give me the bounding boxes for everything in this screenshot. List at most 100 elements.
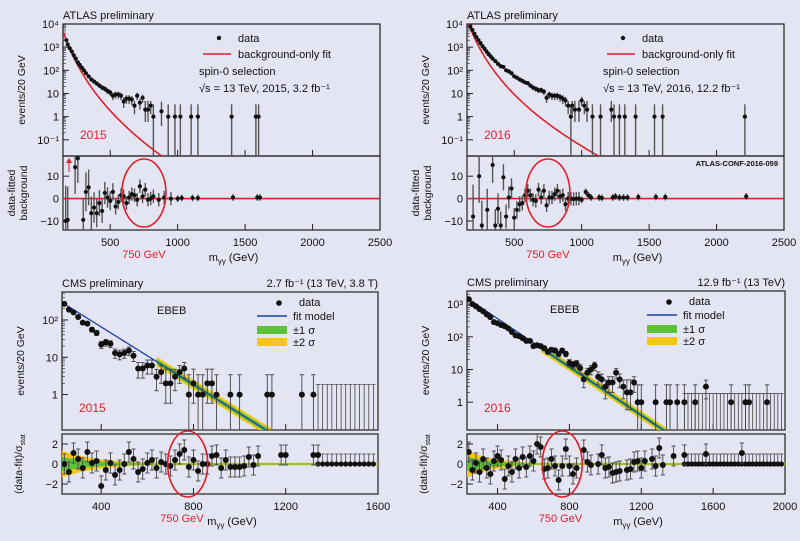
data-point <box>213 391 220 398</box>
overflow-arrow-head <box>66 158 72 163</box>
residual-point <box>627 466 634 472</box>
ratio-plot-area <box>467 434 785 491</box>
data-point <box>544 95 549 100</box>
residual-point <box>94 211 99 216</box>
empty-bin-ratio-point <box>706 461 713 467</box>
x-axis-label: mγγ (GeV) <box>613 252 663 266</box>
ratio-y-tick-label: 2 <box>457 439 463 451</box>
residual-point <box>100 208 105 214</box>
residual-point <box>526 453 533 459</box>
y-tick-label: 10² <box>42 315 58 327</box>
data-point <box>617 114 622 119</box>
data-point <box>178 114 183 119</box>
residual-point <box>144 460 151 466</box>
residual-point <box>116 467 123 473</box>
y-axis-label: events/20 GeV <box>15 326 27 395</box>
residual-point <box>480 456 487 462</box>
residual-point <box>548 456 555 462</box>
residual-point <box>124 200 129 206</box>
data-point <box>135 93 140 98</box>
data-point <box>609 107 614 112</box>
data-point <box>67 46 72 51</box>
empty-bin-ratio-point <box>714 461 720 467</box>
residual-point <box>81 217 86 223</box>
residual-point <box>544 465 551 471</box>
legend-data-label: data <box>689 296 711 308</box>
residual-point <box>536 187 541 192</box>
residual-point <box>93 458 100 464</box>
residual-point <box>190 457 197 463</box>
data-point <box>189 114 194 119</box>
panel-cms-2016: CMS preliminary 12.9 fb⁻¹ (13 TeV) events/… <box>418 277 797 530</box>
empty-bin-ratio-point <box>688 461 695 467</box>
residual-point <box>512 215 517 220</box>
x-axis-label-sub: γγ <box>218 257 226 266</box>
residual-point <box>125 449 132 455</box>
residual-point <box>208 453 215 459</box>
legend-band1-label: ±1 σ <box>683 324 705 336</box>
legend-data-label: data <box>238 33 260 45</box>
data-point <box>568 114 573 119</box>
data-point <box>204 380 211 387</box>
residual-point <box>75 456 82 462</box>
data-point <box>121 99 126 104</box>
y-tick-label: 10 <box>46 352 58 364</box>
legend-band1-label: ±1 σ <box>293 325 315 337</box>
legend: data background-only fit spin-0 selection √… <box>199 33 331 95</box>
data-point <box>130 352 137 359</box>
residual-point <box>493 223 498 228</box>
data-point <box>229 114 234 119</box>
ratio-plot-area <box>63 156 380 230</box>
residual-point <box>231 464 238 470</box>
residual-point <box>84 449 91 455</box>
data-point <box>609 379 616 386</box>
x-tick-label: 2500 <box>772 237 796 249</box>
residual-point <box>539 195 544 200</box>
data-point <box>622 114 627 119</box>
residual-point <box>88 460 95 466</box>
ratio-band-1sigma <box>467 457 785 471</box>
residual-point <box>86 185 91 190</box>
ratio-y-label: data-fitted <box>410 169 422 216</box>
data-point <box>75 314 82 321</box>
data-point <box>176 369 183 376</box>
data-point <box>563 98 568 103</box>
data-point <box>236 391 243 398</box>
data-point <box>162 380 169 387</box>
data-point <box>652 399 659 406</box>
residual-point <box>282 452 289 458</box>
panel-atlas-2016: ATLAS preliminary ATLAS-CONF-2016-059 even… <box>410 10 796 266</box>
residual-point <box>195 468 202 474</box>
data-point <box>166 114 171 119</box>
residual-point <box>599 195 604 201</box>
data-point <box>172 114 178 119</box>
residual-point <box>176 451 183 457</box>
legend-fit-label: fit model <box>293 311 335 323</box>
legend: data background-only fit spin-0 selection √… <box>603 33 740 95</box>
residual-point <box>634 458 641 464</box>
residual-point <box>156 197 161 202</box>
data-point <box>159 109 164 114</box>
empty-bin-ratio-point <box>717 461 723 467</box>
x-tick-label: 400 <box>92 501 110 513</box>
main-plot-area <box>467 24 747 156</box>
residual-point <box>638 465 645 471</box>
data-point <box>93 329 100 336</box>
data-point <box>598 376 605 383</box>
empty-bin-ratio-point <box>338 461 344 467</box>
residual-point <box>236 464 243 470</box>
data-point <box>73 56 78 61</box>
y-tick-label: 10³ <box>43 42 59 54</box>
x-tick-label: 1000 <box>165 237 189 249</box>
residual-point <box>110 189 116 194</box>
empty-bin-ratio-point <box>356 461 363 467</box>
legend: data fit model ±1 σ±2 σ <box>647 296 725 348</box>
residual-point <box>218 465 225 471</box>
data-point <box>525 81 530 86</box>
residual-point <box>625 195 630 200</box>
residual-point <box>530 458 537 464</box>
x-axis-label-sub: γγ <box>216 521 224 530</box>
empty-bin-ratio-point <box>320 461 326 467</box>
data-point <box>256 114 261 119</box>
residual-point <box>143 187 148 192</box>
